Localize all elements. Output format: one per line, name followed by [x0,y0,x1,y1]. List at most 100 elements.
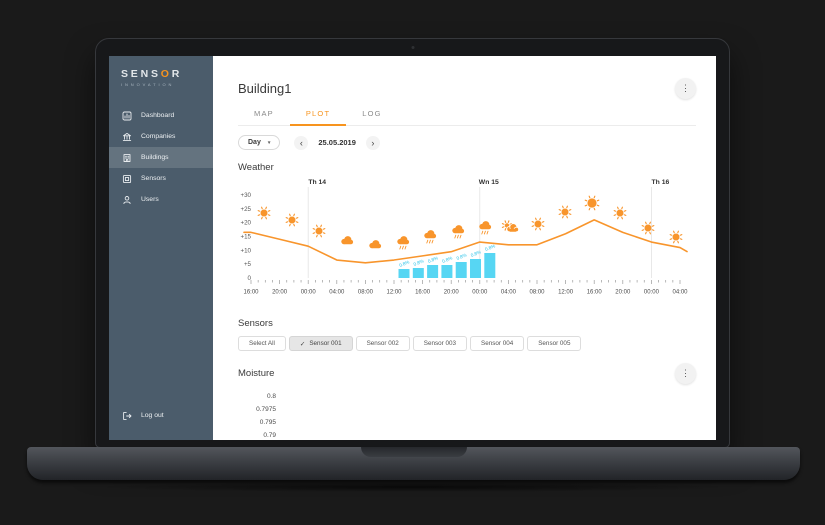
sensor-button-sensor-001[interactable]: ✓ Sensor 001 [288,336,353,351]
svg-text:20:00: 20:00 [272,290,288,296]
svg-text:08:00: 08:00 [529,290,545,296]
webcam [411,46,414,49]
svg-text:+20: +20 [241,220,252,227]
sensor-button-sensor-004[interactable]: Sensor 004 [470,336,525,351]
svg-text:Wn 15: Wn 15 [479,179,499,186]
sensor-button-label: Sensor 003 [423,340,457,347]
sidebar-item-label: Buildings [141,154,169,161]
sidebar-item-label: Sensors [141,175,166,182]
svg-text:Th 14: Th 14 [308,179,326,186]
cloud-icon [341,236,354,245]
sensor-button-sensor-003[interactable]: Sensor 003 [412,336,468,351]
laptop-base [27,447,800,480]
moisture-tick-label: 0.795 [259,419,276,426]
svg-text:16:00: 16:00 [415,290,431,296]
sensor-button-sensor-002[interactable]: Sensor 002 [355,336,410,351]
moisture-tick-label: 0.8 [266,393,276,400]
brand-name: SENSOR [121,68,183,80]
svg-text:0.8%: 0.8% [441,255,453,264]
sidebar-item-companies[interactable]: Companies [109,126,213,147]
sun-icon [257,206,271,220]
sensors-heading: Sensors [238,318,273,329]
sun-icon [285,213,299,227]
current-date: 25.05.2019 [318,138,356,147]
svg-text:16:00: 16:00 [587,290,603,296]
sensor-button-select-all[interactable]: Select All [238,336,286,351]
period-select[interactable]: Day ▾ [238,135,281,150]
sidebar-item-users[interactable]: Users [109,189,213,210]
companies-icon [122,132,132,142]
sensor-button-label: Sensor 005 [538,340,571,347]
sidebar-item-sensors[interactable]: Sensors [109,168,213,189]
svg-text:0.8%: 0.8% [427,255,439,264]
cloud-icon [369,240,382,249]
logout-wrap: Log out [109,405,213,426]
rain-cloud-icon [397,236,410,250]
logout-icon [122,411,132,421]
sidebar-item-label: Companies [141,133,176,140]
more-options-button[interactable]: ⋮ [675,78,696,99]
svg-text:08:00: 08:00 [358,290,374,296]
moisture-tick-label: 0.7975 [256,406,276,413]
svg-text:0.8%: 0.8% [470,249,482,258]
svg-text:00:00: 00:00 [644,290,660,296]
svg-text:+5: +5 [244,261,252,268]
laptop-notch [360,447,467,457]
sun-icon [584,195,600,211]
svg-text:12:00: 12:00 [386,290,402,296]
rain-cloud-icon [479,221,492,235]
sun-icon [312,224,326,238]
brand-o-icon: O [160,68,172,80]
sensor-button-label: Sensor 001 [309,340,342,347]
sensor-button-sensor-005[interactable]: Sensor 005 [527,336,582,351]
sun-icon [641,221,655,235]
next-date-button[interactable]: › [365,135,380,150]
sensor-button-label: Sensor 004 [481,340,514,347]
weather-heading: Weather [238,162,274,173]
moisture-heading: Moisture [238,368,275,379]
sensors-icon [122,174,132,184]
sidebar-item-label: Dashboard [141,112,175,119]
svg-text:20:00: 20:00 [444,290,460,296]
users-icon [122,195,132,205]
laptop-screen: SENSOR INNOVATION Dashboard Companies Buil… [95,38,730,448]
svg-text:0.8%: 0.8% [413,258,425,267]
main-content: Building1 ⋮ MAP PLOT LOG Day ▾ ‹ 25.05.201… [213,56,716,440]
sidebar-item-dashboard[interactable]: Dashboard [109,105,213,126]
logout-label: Log out [141,412,164,419]
tab-log[interactable]: LOG [362,109,382,118]
brand-subtitle: INNOVATION [121,82,175,87]
svg-text:16:00: 16:00 [243,290,259,296]
sidebar-item-buildings[interactable]: Buildings [109,147,213,168]
sensor-button-label: Select All [249,340,275,347]
tab-bar: MAP PLOT LOG [238,109,696,126]
svg-text:0.8%: 0.8% [399,259,411,268]
caret-down-icon: ▾ [267,139,271,146]
prev-date-button[interactable]: ‹ [294,135,309,150]
logout-button[interactable]: Log out [109,405,213,426]
sidebar: SENSOR INNOVATION Dashboard Companies Buil… [109,56,213,440]
svg-text:00:00: 00:00 [301,290,317,296]
svg-text:20:00: 20:00 [615,290,631,296]
sun-icon [613,206,627,220]
tab-map[interactable]: MAP [254,109,274,118]
check-icon: ✓ [299,340,306,348]
date-controls: Day ▾ ‹ 25.05.2019 › [238,135,696,150]
svg-text:Th 16: Th 16 [652,179,670,186]
svg-text:+10: +10 [241,247,252,254]
moisture-options-button[interactable]: ⋮ [675,363,696,384]
sidebar-item-label: Users [141,196,159,203]
svg-text:00:00: 00:00 [472,290,488,296]
moisture-tick-label: 0.79 [263,432,276,439]
tab-plot[interactable]: PLOT [289,109,347,126]
svg-text:0.8%: 0.8% [456,252,468,261]
svg-text:04:00: 04:00 [672,290,688,296]
sun-cloud-icon [501,220,519,233]
brand-logo: SENSOR INNOVATION [109,56,213,97]
rain-cloud-icon [424,230,437,244]
svg-text:+25: +25 [241,206,252,213]
svg-text:04:00: 04:00 [329,290,345,296]
svg-text:12:00: 12:00 [558,290,574,296]
sensor-buttons: Select All ✓ Sensor 001 Sensor 002 Sensor 00… [238,336,696,351]
